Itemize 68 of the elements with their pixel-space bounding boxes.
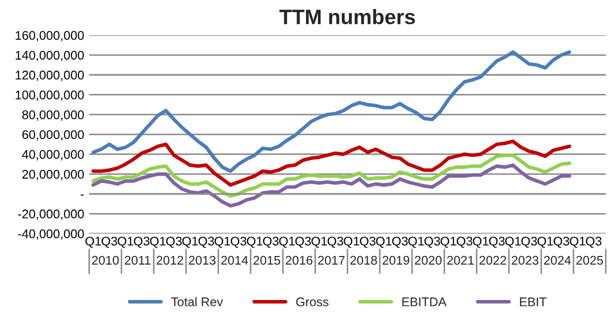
x-tick-label: Q1 — [505, 236, 521, 248]
x-tick-label: Q1 — [118, 236, 134, 248]
text: 2017 — [318, 256, 345, 265]
text: 2011 — [124, 256, 150, 265]
legend-label: Gross — [296, 297, 328, 306]
text: 2012 — [156, 256, 184, 265]
x-tick-label: Q1 — [311, 236, 327, 248]
x-tick-label: Q1 — [279, 236, 295, 248]
x-tick-label: Q3 — [134, 236, 150, 248]
x-tick-label: Q3 — [230, 236, 246, 248]
x-tick-label: Q1 — [182, 236, 198, 248]
x-tick-label: Q3 — [328, 236, 344, 248]
legend-label: Total Rev — [171, 297, 223, 306]
text: 2010 — [92, 256, 119, 265]
text: 2025 — [576, 256, 604, 265]
text: 2022 — [479, 256, 506, 265]
x-tick-label: Q3 — [489, 236, 505, 248]
x-tick-label: Q3 — [521, 236, 537, 248]
y-tick-label: -20,000,000 — [18, 210, 84, 220]
x-tick-label: Q3 — [263, 236, 279, 248]
x-tick-label: Q1 — [85, 236, 101, 248]
x-tick-label: Q3 — [102, 236, 118, 248]
text: 2014 — [221, 256, 248, 265]
text: 2024 — [544, 256, 571, 265]
y-tick-label: 160,000,000 — [16, 31, 84, 42]
x-tick-label: Q1 — [570, 236, 586, 248]
x-tick-label: Q3 — [166, 236, 182, 248]
text: 2020 — [414, 256, 442, 265]
legend-label: EBITDA — [402, 298, 446, 306]
x-tick-label: Q1 — [246, 236, 262, 248]
y-tick-label: 20,000,000 — [22, 170, 84, 180]
x-tick-label: Q3 — [586, 236, 602, 248]
text: 2023 — [512, 256, 538, 265]
text: 2016 — [286, 256, 312, 265]
line-series — [91, 50, 572, 173]
line-series — [91, 163, 572, 208]
line-series — [91, 140, 572, 187]
text: 2019 — [382, 256, 410, 265]
x-tick-label: Q1 — [214, 236, 230, 248]
text: 2015 — [253, 256, 280, 265]
y-tick-label: -40,000,000 — [18, 229, 84, 240]
x-tick-label: Q1 — [408, 236, 424, 248]
text: 2018 — [350, 256, 377, 265]
y-tick-label: 40,000,000 — [22, 150, 84, 160]
chart-title: TTM numbers — [279, 8, 415, 24]
x-tick-label: Q1 — [376, 236, 392, 248]
x-tick-label: Q1 — [472, 236, 488, 248]
y-tick-label: 80,000,000 — [22, 110, 84, 121]
x-tick-label: Q1 — [537, 236, 553, 248]
y-tick-label: 140,000,000 — [16, 50, 84, 62]
y-tick-label: 120,000,000 — [16, 70, 84, 82]
y-tick-label: 60,000,000 — [22, 130, 84, 141]
x-tick-label: Q3 — [456, 236, 472, 248]
x-tick-label: Q1 — [150, 236, 166, 248]
x-tick-label: Q3 — [360, 236, 376, 248]
line-series — [91, 153, 572, 198]
text: 2013 — [188, 256, 216, 265]
text: 2021 — [447, 256, 474, 265]
x-tick-label: Q3 — [554, 236, 570, 248]
y-tick-label: - — [80, 194, 84, 196]
x-tick-label: Q1 — [344, 236, 360, 248]
x-tick-label: Q3 — [392, 236, 408, 248]
x-tick-label: Q3 — [295, 236, 311, 248]
legend-label: EBIT — [520, 298, 547, 306]
x-tick-label: Q3 — [424, 236, 440, 248]
x-tick-label: Q3 — [198, 236, 214, 248]
x-tick-label: Q1 — [440, 236, 456, 248]
y-tick-label: 100,000,000 — [16, 90, 84, 101]
